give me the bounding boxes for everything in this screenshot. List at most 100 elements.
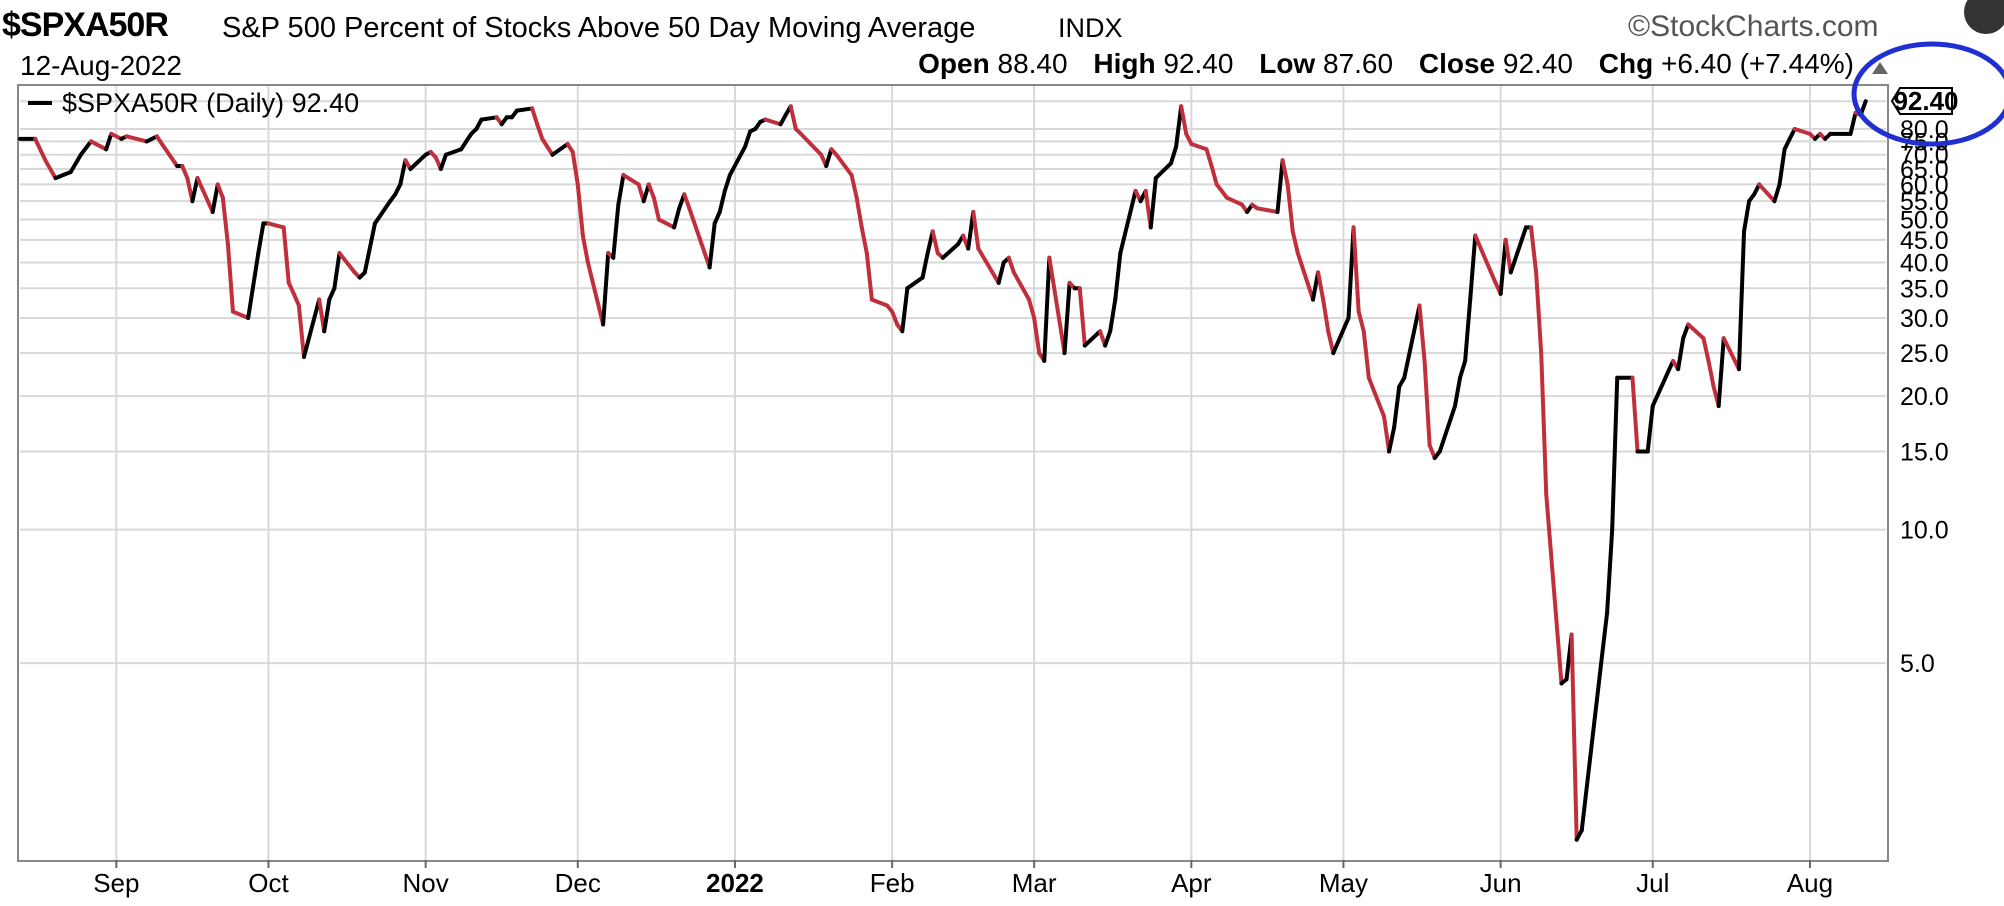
series-segment bbox=[1062, 280, 1072, 356]
series-segment bbox=[230, 309, 251, 320]
brand-logo[interactable]: ©StockCharts.com bbox=[1628, 10, 1879, 43]
series-segment bbox=[1701, 336, 1711, 363]
series-segment bbox=[104, 131, 114, 152]
series-segment bbox=[408, 152, 428, 171]
series-segment bbox=[322, 297, 332, 334]
series-segment bbox=[996, 260, 1006, 285]
last-value-tag-text: 92.40 bbox=[1893, 86, 1958, 116]
plot-frame bbox=[17, 84, 1889, 862]
series-segment bbox=[53, 169, 73, 181]
x-tick-label: Aug bbox=[1787, 868, 1833, 898]
series-segment bbox=[296, 303, 306, 359]
series-segment bbox=[438, 152, 448, 171]
y-tick-label: 20.0 bbox=[1900, 383, 1949, 411]
series-segment bbox=[1103, 329, 1113, 348]
series-segment bbox=[722, 173, 732, 193]
series-segment bbox=[824, 147, 834, 169]
y-tick-label: 50.0 bbox=[1900, 207, 1949, 235]
series-segment bbox=[1645, 403, 1655, 454]
x-tick-label: Jul bbox=[1636, 868, 1669, 898]
series-segment bbox=[834, 152, 854, 178]
series-segment bbox=[1686, 322, 1706, 341]
series-segment bbox=[286, 280, 296, 296]
chg-value: +6.40 (+7.44%) bbox=[1660, 48, 1854, 79]
series-segment bbox=[1534, 270, 1544, 356]
series-segment bbox=[398, 158, 408, 187]
series-segment bbox=[1326, 329, 1336, 356]
series-segment bbox=[1473, 233, 1498, 285]
series-segment bbox=[281, 225, 291, 285]
series-segment bbox=[1331, 315, 1351, 356]
series-segment bbox=[1529, 225, 1539, 275]
series-segment bbox=[869, 297, 890, 308]
series-segment bbox=[479, 115, 499, 122]
series-segment bbox=[210, 182, 220, 214]
series-segment bbox=[601, 251, 611, 327]
corner-icon[interactable] bbox=[1964, 0, 2004, 34]
chart-description: S&P 500 Percent of Stocks Above 50 Day M… bbox=[222, 12, 976, 44]
high-label: High bbox=[1093, 48, 1156, 79]
series-segment bbox=[225, 242, 235, 314]
series-segment bbox=[215, 182, 225, 200]
y-tick-label: 10.0 bbox=[1900, 517, 1949, 545]
open-value: 88.40 bbox=[997, 48, 1068, 79]
series-segment bbox=[707, 221, 717, 270]
series-segment bbox=[687, 206, 712, 270]
y-tick-label: 40.0 bbox=[1900, 250, 1949, 278]
series-segment bbox=[656, 217, 677, 230]
series-segment bbox=[1503, 237, 1513, 275]
series-segment bbox=[971, 209, 981, 251]
series-segment bbox=[717, 188, 727, 214]
series-segment bbox=[905, 275, 925, 291]
close-value: 92.40 bbox=[1502, 48, 1573, 79]
x-tick-label: 2022 bbox=[706, 868, 764, 898]
series-segment bbox=[788, 104, 798, 131]
series-segment bbox=[327, 286, 337, 302]
series-segment bbox=[621, 173, 641, 187]
chg-label: Chg bbox=[1598, 48, 1654, 79]
series-segment bbox=[854, 195, 864, 230]
series-segment bbox=[920, 251, 930, 280]
series-segment bbox=[585, 260, 606, 327]
last-value-tag: 92.40 bbox=[1872, 62, 1959, 116]
series-segment bbox=[1351, 225, 1361, 314]
series-segment bbox=[1777, 147, 1787, 187]
y-tick-label: 30.0 bbox=[1900, 305, 1949, 333]
series-segment bbox=[1174, 104, 1184, 149]
y-tick-label: 70.0 bbox=[1900, 142, 1949, 170]
y-tick-label: 65.0 bbox=[1900, 156, 1949, 184]
series-segment bbox=[1006, 255, 1016, 275]
series-segment bbox=[1148, 176, 1158, 230]
series-segment bbox=[550, 142, 570, 157]
y-tick-label: 5.0 bbox=[1900, 650, 1935, 678]
series-segment bbox=[1539, 351, 1549, 497]
series-segment bbox=[1204, 147, 1214, 169]
series-segment bbox=[1169, 144, 1179, 166]
series-segment bbox=[1285, 182, 1295, 234]
series-segment bbox=[1209, 164, 1219, 187]
series-segment bbox=[1113, 251, 1123, 302]
series-segment bbox=[535, 122, 545, 141]
x-tick-label: Dec bbox=[555, 868, 601, 898]
series-segment bbox=[1716, 336, 1726, 408]
series-segment bbox=[159, 142, 180, 169]
series-segment bbox=[1224, 195, 1245, 207]
series-segment bbox=[1295, 251, 1316, 302]
series-segment bbox=[291, 291, 301, 308]
series-segment bbox=[443, 147, 464, 157]
series-segment bbox=[976, 246, 1001, 285]
series-segment bbox=[1452, 375, 1463, 408]
series-segment bbox=[900, 286, 910, 334]
series-segment bbox=[1569, 632, 1579, 842]
series-segment bbox=[1153, 161, 1174, 181]
series-segment bbox=[195, 176, 215, 214]
last-value-tag-box bbox=[1890, 87, 1953, 115]
series-segment bbox=[1468, 233, 1478, 302]
series-segment bbox=[727, 144, 748, 178]
series-segment bbox=[1392, 384, 1402, 430]
series-segment bbox=[646, 182, 656, 200]
series-segment bbox=[1544, 492, 1564, 686]
series-segment bbox=[651, 195, 661, 222]
x-tick-label: Apr bbox=[1171, 868, 1212, 898]
